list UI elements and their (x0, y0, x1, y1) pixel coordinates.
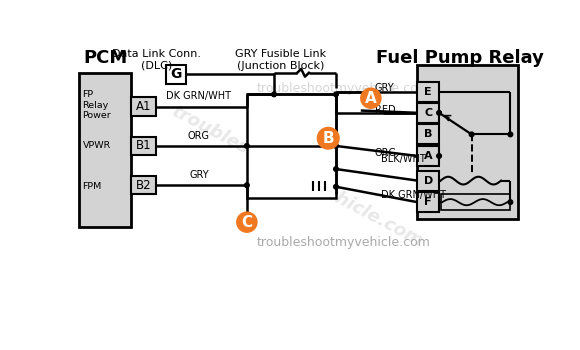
Text: A: A (365, 91, 377, 106)
Circle shape (245, 144, 249, 148)
Circle shape (508, 200, 513, 204)
Text: A1: A1 (136, 100, 151, 113)
Bar (418, 146, 439, 166)
Text: troubleshootmyvehicle.com: troubleshootmyvehicle.com (257, 236, 431, 249)
Circle shape (437, 111, 441, 115)
Text: DK GRN/WHT: DK GRN/WHT (381, 190, 446, 200)
Circle shape (334, 184, 338, 189)
Bar (165, 65, 186, 84)
Circle shape (469, 132, 474, 137)
Text: D: D (423, 176, 433, 186)
Text: FPM: FPM (82, 182, 102, 191)
Bar (418, 124, 439, 145)
Circle shape (245, 183, 249, 188)
Text: ORG: ORG (375, 148, 397, 158)
Bar (418, 103, 439, 123)
Circle shape (437, 154, 441, 158)
Text: B: B (322, 131, 334, 146)
Circle shape (271, 92, 276, 97)
Text: E: E (425, 87, 432, 97)
Bar (132, 176, 156, 195)
Bar (132, 97, 156, 116)
Circle shape (508, 132, 513, 137)
Bar (441, 195, 510, 210)
Text: troubleshootmyvehicle.com: troubleshootmyvehicle.com (257, 82, 431, 95)
Text: B1: B1 (136, 139, 151, 153)
Circle shape (361, 88, 381, 108)
Bar (132, 137, 156, 155)
Text: PCM: PCM (83, 49, 127, 66)
Bar (418, 82, 439, 102)
Circle shape (334, 92, 338, 97)
Bar (418, 192, 439, 212)
Text: C: C (241, 215, 252, 230)
Text: B: B (424, 130, 433, 139)
Text: VPWR: VPWR (82, 141, 111, 150)
Text: RED: RED (375, 105, 396, 115)
Text: ORG: ORG (188, 131, 210, 141)
Text: FP
Relay
Power: FP Relay Power (82, 90, 111, 120)
Bar (247, 94, 336, 197)
Circle shape (317, 127, 339, 149)
Text: troubleshootmyvehicle.com: troubleshootmyvehicle.com (168, 103, 426, 251)
Text: GRY: GRY (375, 83, 394, 93)
Bar (79, 73, 132, 227)
Text: GRY Fusible Link
(Junction Block): GRY Fusible Link (Junction Block) (235, 49, 326, 71)
Circle shape (237, 212, 257, 232)
Text: BLK/WHT: BLK/WHT (381, 154, 426, 164)
Circle shape (334, 144, 338, 148)
Bar (418, 170, 439, 191)
Text: GRY: GRY (189, 170, 209, 180)
Text: G: G (170, 67, 182, 81)
Text: A: A (424, 151, 433, 161)
Text: F: F (425, 197, 432, 207)
Text: Fuel Pump Relay: Fuel Pump Relay (376, 49, 544, 67)
Text: DK GRN/WHT: DK GRN/WHT (166, 91, 231, 101)
Text: C: C (424, 108, 432, 118)
Circle shape (334, 167, 338, 172)
Bar (418, 65, 518, 219)
Text: B2: B2 (136, 179, 151, 192)
Text: Data Link Conn.
(DLC): Data Link Conn. (DLC) (112, 49, 201, 71)
